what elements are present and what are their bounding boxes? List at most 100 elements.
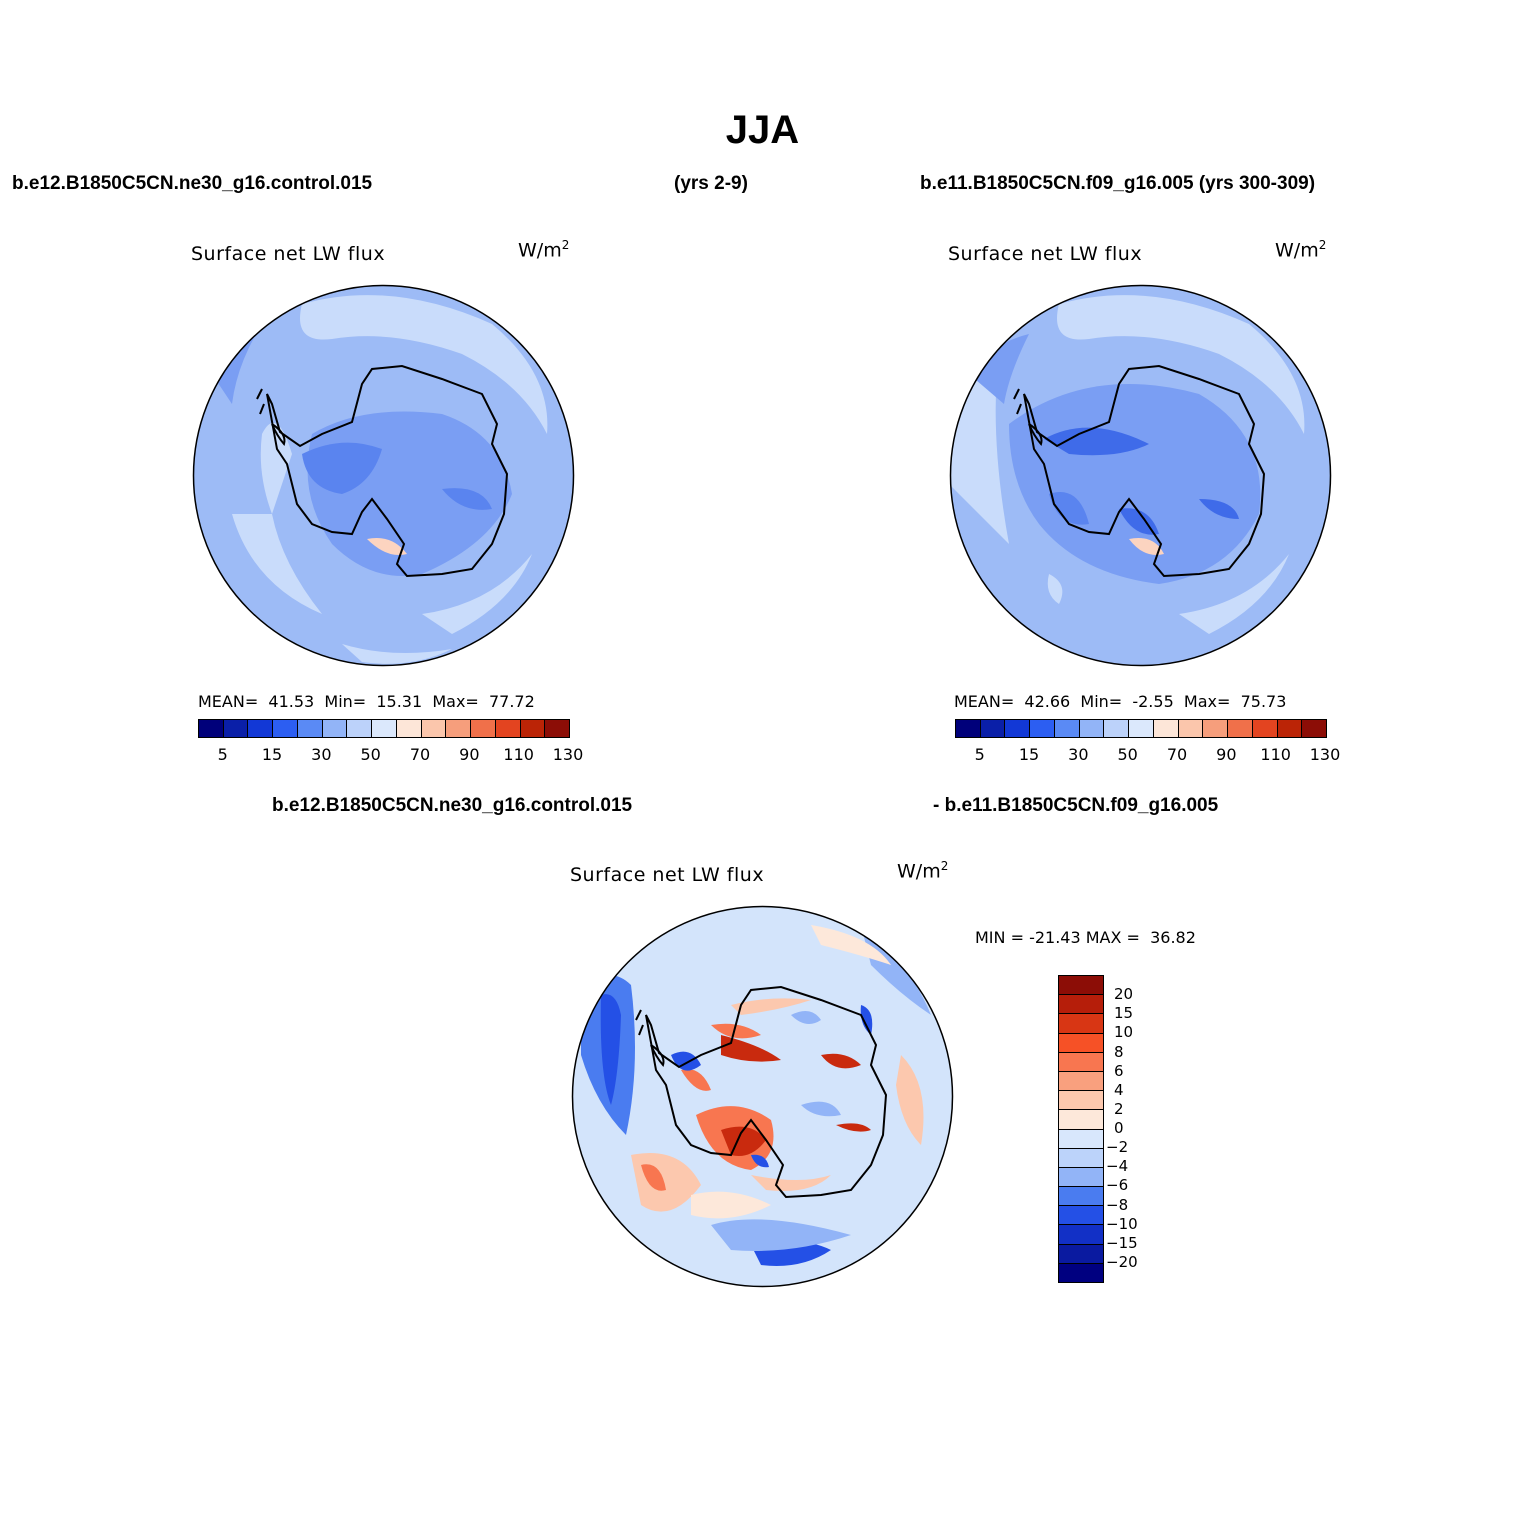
colorbar-tick-label: 50	[360, 745, 381, 764]
right-stats: MEAN= 42.66 Min= -2.55 Max= 75.73	[954, 692, 1287, 711]
diff-variable-title: Surface net LW flux	[570, 864, 765, 886]
colorbar-swatch	[1005, 720, 1031, 737]
colorbar-tick-label: 5	[974, 745, 985, 764]
colorbar-swatch	[1079, 720, 1105, 737]
colorbar-tick-label: 70	[409, 745, 431, 764]
right-case-title: b.e11.B1850C5CN.f09_g16.005 (yrs 300-309…	[920, 173, 1316, 194]
colorbar-tick-label: 5	[217, 745, 228, 764]
colorbar-tick-label: −2	[1106, 1138, 1129, 1157]
colorbar-swatch	[1059, 1244, 1103, 1264]
colorbar-swatch	[1059, 1110, 1103, 1130]
colorbar-swatch	[1178, 720, 1204, 737]
diff-stats: MIN = -21.43 MAX = 36.82	[975, 928, 1196, 947]
colorbar-tick-label: 130	[1309, 745, 1341, 764]
colorbar-tick-label: 30	[1068, 745, 1089, 764]
colorbar-swatch	[1277, 720, 1303, 737]
colorbar-swatch	[1059, 1129, 1103, 1149]
colorbar-tick-label: 110	[503, 745, 534, 764]
colorbar-tick-label: 0	[1114, 1119, 1124, 1137]
colorbar-swatch	[199, 720, 224, 737]
left-case-title: b.e12.B1850C5CN.ne30_g16.control.015	[12, 173, 373, 194]
colorbar-swatch	[396, 720, 422, 737]
left-stats: MEAN= 41.53 Min= 15.31 Max= 77.72	[198, 692, 535, 711]
right-colorbar-labels: 5 15 30 50 70 90 110 130	[955, 745, 1341, 765]
colorbar-swatch	[1302, 720, 1327, 737]
left-antarctica-coastline	[266, 364, 509, 578]
colorbar-tick-label: −20	[1106, 1252, 1138, 1271]
colorbar-tick-label: 15	[1018, 745, 1040, 764]
colorbar-swatch	[1059, 995, 1103, 1015]
colorbar-tick-label: 30	[311, 745, 332, 764]
colorbar-swatch	[1059, 1014, 1103, 1034]
diff-colorbar-labels: 20 15 10 8 6 4 2 0 −2 −4 −6 −8 −10 −15 −20	[1106, 975, 1168, 1281]
colorbar-swatch	[1104, 720, 1130, 737]
colorbar-tick-label: 2	[1114, 1099, 1124, 1118]
main-title: JJA	[725, 108, 800, 152]
left-variable-title: Surface net LW flux	[191, 243, 386, 265]
colorbar-swatch	[1059, 1148, 1103, 1168]
right-colorbar	[955, 719, 1327, 738]
colorbar-swatch	[248, 720, 274, 737]
colorbar-swatch	[421, 720, 447, 737]
left-map-border	[192, 284, 575, 667]
colorbar-tick-label: 70	[1166, 745, 1188, 764]
colorbar-swatch	[1129, 720, 1154, 737]
colorbar-tick-label: −6	[1106, 1176, 1129, 1195]
right-antarctica-coastline	[1023, 364, 1266, 578]
colorbar-tick-label: 20	[1114, 985, 1134, 1004]
right-polar-map	[949, 284, 1332, 667]
colorbar-swatch	[1252, 720, 1278, 737]
colorbar-swatch	[297, 720, 323, 737]
colorbar-swatch	[545, 720, 570, 737]
colorbar-tick-label: 4	[1114, 1080, 1124, 1099]
colorbar-swatch	[1228, 720, 1253, 737]
diff-polar-map	[571, 905, 954, 1288]
colorbar-tick-label: 15	[1114, 1004, 1134, 1023]
colorbar-tick-label: 15	[261, 745, 283, 764]
colorbar-swatch	[471, 720, 496, 737]
diff-map-border	[571, 905, 954, 1288]
colorbar-swatch	[1059, 976, 1103, 996]
colorbar-swatch	[1030, 720, 1055, 737]
colorbar-tick-label: −4	[1106, 1157, 1129, 1176]
left-units: W/m2	[518, 238, 570, 262]
colorbar-swatch	[322, 720, 348, 737]
diff-case-b: - b.e11.B1850C5CN.f09_g16.005	[933, 795, 1219, 816]
colorbar-swatch	[1059, 1263, 1103, 1282]
colorbar-swatch	[980, 720, 1006, 737]
colorbar-tick-label: 110	[1260, 745, 1291, 764]
colorbar-swatch	[347, 720, 373, 737]
diff-antarctica-coastline	[645, 985, 888, 1199]
left-colorbar-labels: 5 15 30 50 70 90 110 130	[198, 745, 584, 765]
colorbar-swatch	[1059, 1206, 1103, 1226]
colorbar-swatch	[520, 720, 546, 737]
colorbar-swatch	[1059, 1187, 1103, 1207]
colorbar-tick-label: 10	[1114, 1023, 1134, 1042]
colorbar-tick-label: 8	[1114, 1042, 1124, 1061]
colorbar-tick-label: 90	[459, 745, 480, 764]
colorbar-swatch	[446, 720, 472, 737]
colorbar-tick-label: −8	[1106, 1195, 1129, 1214]
diff-colorbar	[1058, 975, 1104, 1283]
colorbar-swatch	[372, 720, 397, 737]
left-years-label: (yrs 2-9)	[674, 173, 748, 194]
left-colorbar	[198, 719, 570, 738]
diff-units: W/m2	[897, 859, 949, 883]
left-polar-map	[192, 284, 575, 667]
colorbar-swatch	[956, 720, 981, 737]
colorbar-tick-label: 130	[552, 745, 584, 764]
colorbar-swatch	[1059, 1167, 1103, 1188]
colorbar-swatch	[495, 720, 521, 737]
right-units: W/m2	[1275, 238, 1327, 262]
colorbar-swatch	[1059, 1225, 1103, 1245]
colorbar-tick-label: 50	[1117, 745, 1138, 764]
colorbar-tick-label: −15	[1106, 1233, 1138, 1252]
diff-case-a: b.e12.B1850C5CN.ne30_g16.control.015	[272, 795, 633, 816]
colorbar-tick-label: 90	[1216, 745, 1237, 764]
colorbar-tick-label: 6	[1114, 1061, 1124, 1080]
right-map-border	[949, 284, 1332, 667]
colorbar-swatch	[273, 720, 298, 737]
colorbar-swatch	[1059, 1033, 1103, 1053]
colorbar-swatch	[1059, 1071, 1103, 1092]
colorbar-swatch	[1059, 1091, 1103, 1111]
